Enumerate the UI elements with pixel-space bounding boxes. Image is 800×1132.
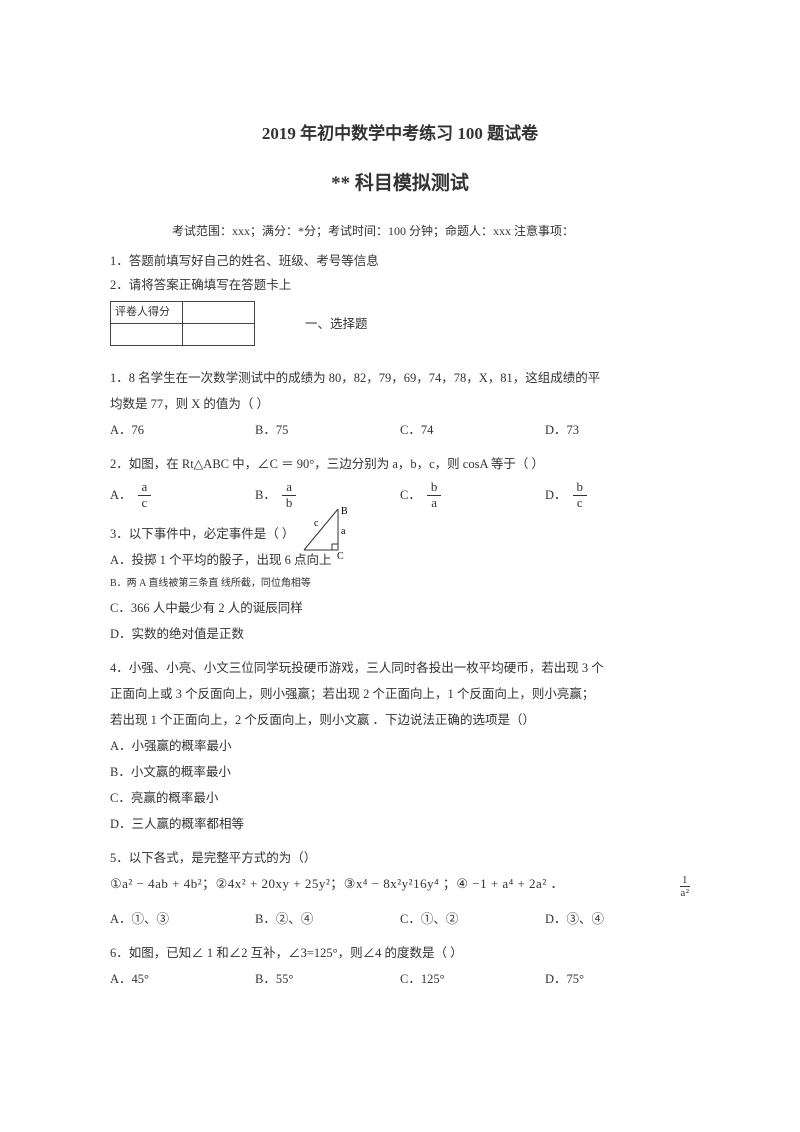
q1-opt-b: B．75 — [255, 420, 400, 440]
question-1: 1．8 名学生在一次数学测试中的成绩为 80，82，79，69，74，78，X，… — [110, 368, 690, 440]
exam-meta: 考试范围：xxx；满分：*分；考试时间：100 分钟；命题人：xxx 注意事项： — [110, 222, 690, 241]
title-main: 2019 年初中数学中考练习 100 题试卷 — [110, 120, 690, 147]
q5-stem: 5．以下各式，是完整平方式的为（） — [110, 848, 690, 868]
q2-opt-c: C． ba — [400, 480, 545, 510]
q3-stem: 3．以下事件中，必定事件是（ ） — [110, 524, 294, 544]
instruction-2: 2．请将答案正确填写在答题卡上 — [110, 275, 690, 295]
svg-text:B: B — [341, 506, 348, 517]
q5-opt-b: B．②、④ — [255, 909, 400, 929]
score-table: 评卷人得分 — [110, 301, 255, 347]
instruction-1: 1．答题前填写好自己的姓名、班级、考号等信息 — [110, 251, 690, 271]
svg-text:c: c — [314, 518, 319, 529]
q6-stem: 6．如图，已知∠ 1 和∠2 互补，∠3=125°，则∠4 的度数是（ ） — [110, 943, 690, 963]
question-6: 6．如图，已知∠ 1 和∠2 互补，∠3=125°，则∠4 的度数是（ ） A．… — [110, 943, 690, 989]
q1-opt-a: A．76 — [110, 420, 255, 440]
q1-opt-c: C．74 — [400, 420, 545, 440]
q4-line1: 4．小强、小亮、小文三位同学玩投硬币游戏，三人同时各投出一枚平均硬币，若出现 3… — [110, 658, 690, 678]
q4-opt-a: A．小强赢的概率最小 — [110, 736, 690, 756]
q2-opt-d: D． bc — [545, 480, 690, 510]
score-cell — [183, 301, 255, 324]
q6-opt-a: A．45° — [110, 969, 255, 989]
svg-text:a: a — [341, 526, 346, 537]
title-sub: ** 科目模拟测试 — [110, 169, 690, 199]
q3-opt-c: C．366 人中最少有 2 人的诞辰同样 — [110, 598, 690, 618]
score-label: 评卷人得分 — [111, 301, 183, 324]
q5-expr: ①a² − 4ab + 4b²；②4x² + 20xy + 25y²；③x⁴ −… — [110, 874, 678, 895]
q4-opt-d: D．三人赢的概率都相等 — [110, 814, 690, 834]
score-section: 评卷人得分 一、选择题 — [110, 301, 690, 347]
question-2: 2．如图，在 Rt△ABC 中，∠C ＝ 90°，三边分别为 a，b，c，则 c… — [110, 454, 690, 510]
question-3: 3．以下事件中，必定事件是（ ） B a c C A．投掷 1 个平均的骰子，出… — [110, 524, 690, 644]
section-1-label: 一、选择题 — [305, 314, 368, 334]
q5-opt-a: A．①、③ — [110, 909, 255, 929]
q4-opt-b: B．小文赢的概率最小 — [110, 762, 690, 782]
triangle-diagram: B a c C — [298, 506, 368, 560]
q4-opt-c: C．亮赢的概率最小 — [110, 788, 690, 808]
q4-line3: 若出现 1 个正面向上，2 个反面向上，则小文赢 ．下边说法正确的选项是（） — [110, 710, 690, 730]
q6-opt-b: B．55° — [255, 969, 400, 989]
q3-opt-b: B．两 A 直线被第三条直 线所截，同位角相等 — [110, 576, 690, 592]
q3-opt-d: D．实数的绝对值是正数 — [110, 624, 690, 644]
question-5: 5．以下各式，是完整平方式的为（） ①a² − 4ab + 4b²；②4x² +… — [110, 848, 690, 929]
q1-line1: 1．8 名学生在一次数学测试中的成绩为 80，82，79，69，74，78，X，… — [110, 368, 690, 388]
q6-opt-d: D．75° — [545, 969, 690, 989]
q6-opt-c: C．125° — [400, 969, 545, 989]
q5-opt-d: D．③、④ — [545, 909, 690, 929]
q3-opt-a: A．投掷 1 个平均的骰子，出现 6 点向上 — [110, 550, 690, 570]
q5-opt-c: C．①、② — [400, 909, 545, 929]
q2-opt-a: A． ac — [110, 480, 255, 510]
svg-text:C: C — [337, 551, 344, 560]
q5-extra: a² — [680, 887, 689, 899]
question-4: 4．小强、小亮、小文三位同学玩投硬币游戏，三人同时各投出一枚平均硬币，若出现 3… — [110, 658, 690, 834]
q1-opt-d: D．73 — [545, 420, 690, 440]
q4-line2: 正面向上或 3 个反面向上，则小强赢；若出现 2 个正面向上，1 个反面向上，则… — [110, 684, 690, 704]
q2-stem: 2．如图，在 Rt△ABC 中，∠C ＝ 90°，三边分别为 a，b，c，则 c… — [110, 454, 690, 474]
q1-line2: 均数是 77，则 X 的值为（ ） — [110, 394, 690, 414]
